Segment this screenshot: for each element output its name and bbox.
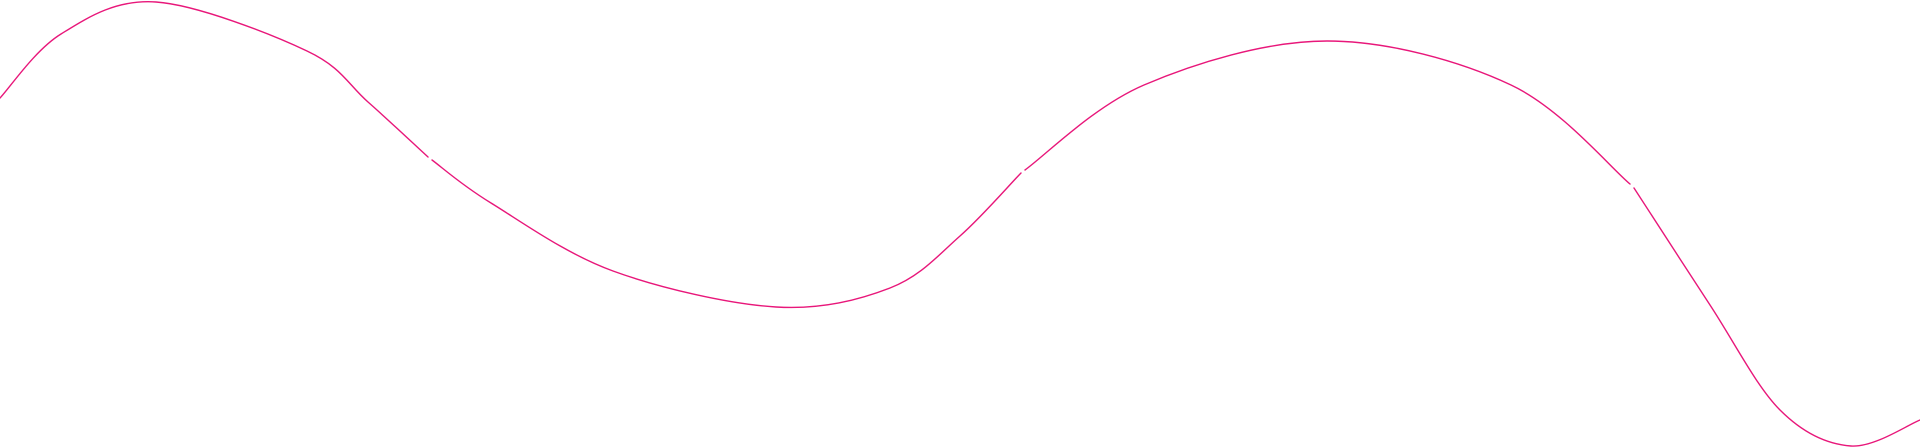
wave-segment-3 [1024, 40, 1631, 185]
wave-segment-4 [1633, 187, 1920, 447]
wave-segment-2 [431, 159, 1022, 309]
wave-segment-1 [0, 1, 429, 158]
